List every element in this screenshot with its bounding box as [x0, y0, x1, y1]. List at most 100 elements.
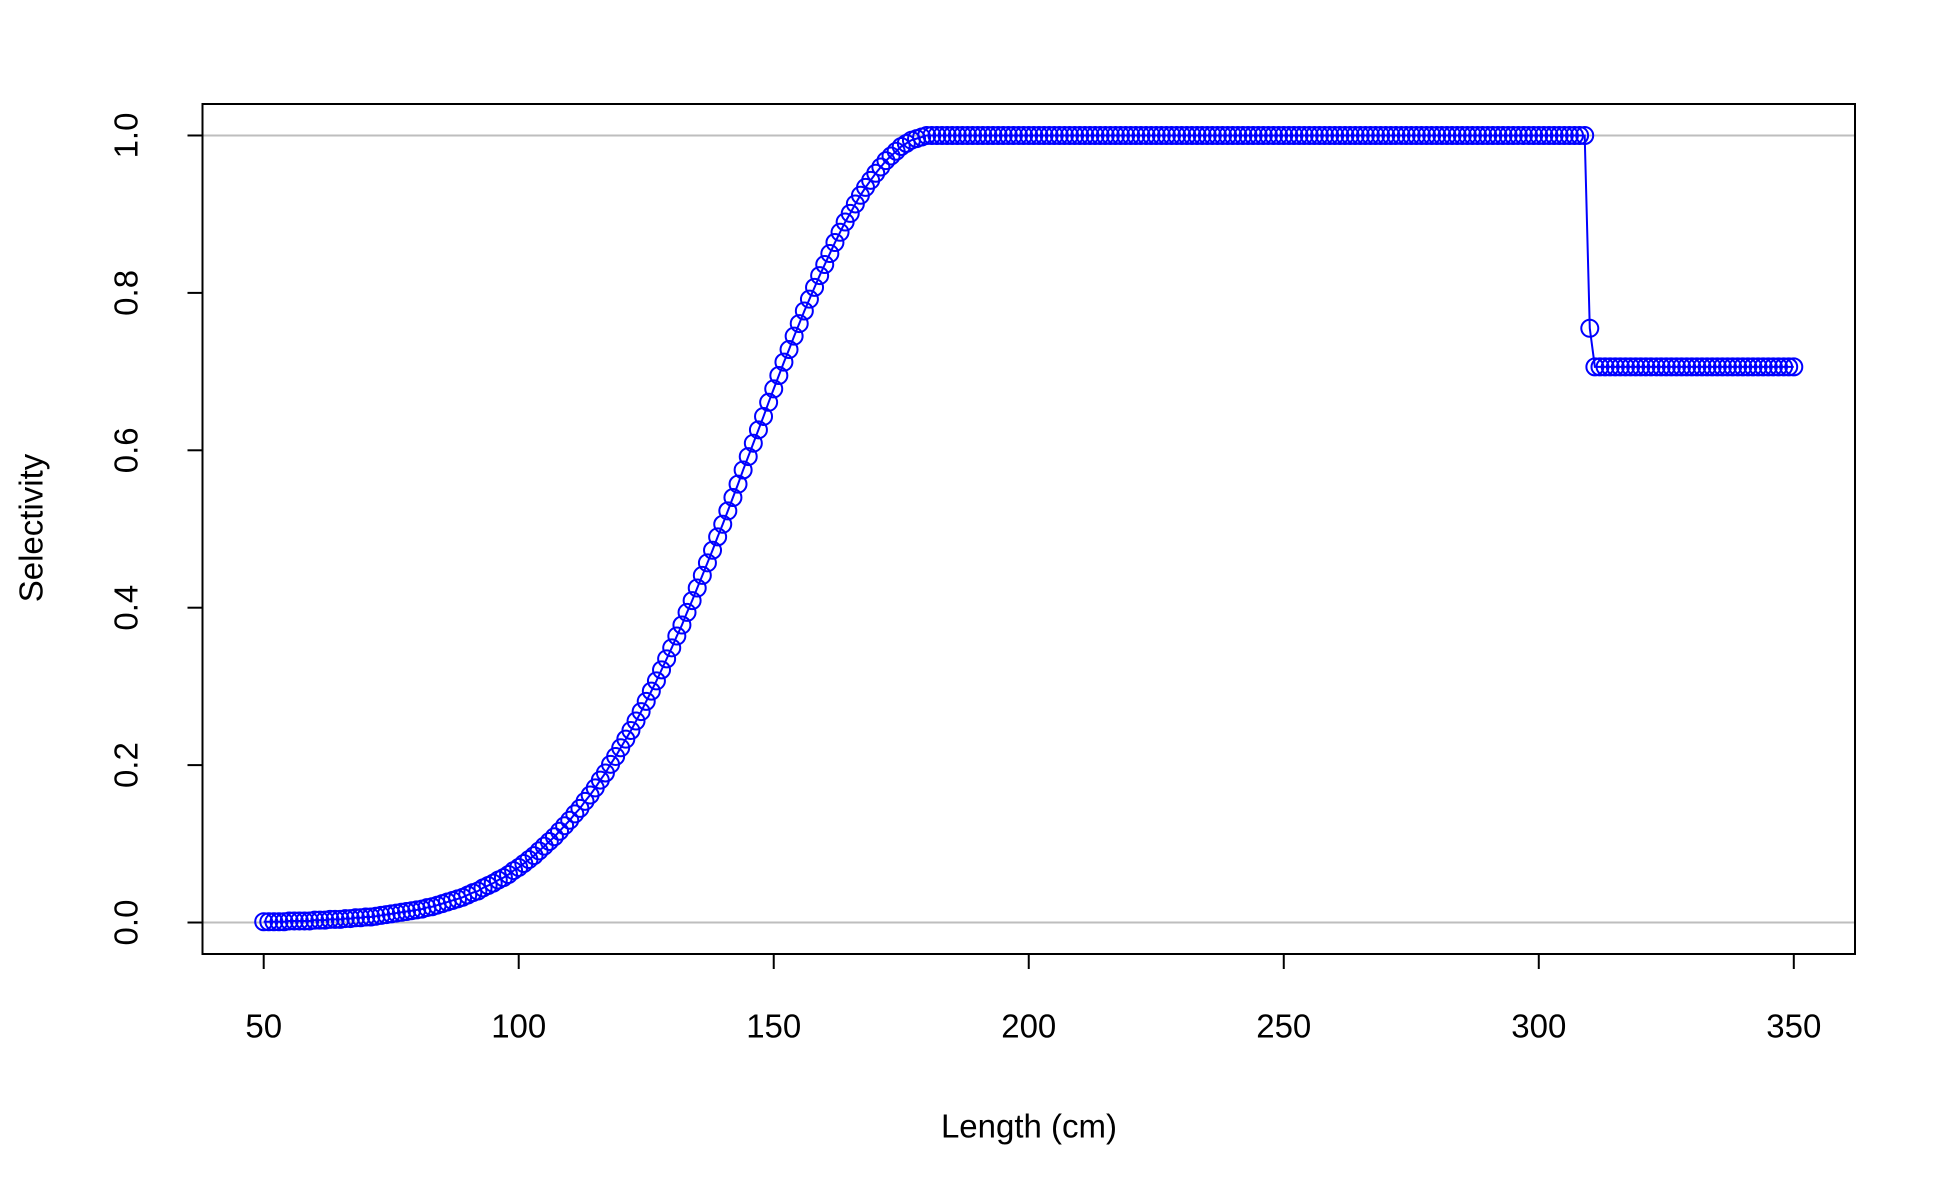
data-point: [998, 125, 1018, 145]
data-point: [1105, 125, 1125, 145]
data-point: [825, 233, 845, 253]
data-point: [784, 326, 804, 346]
data-point: [662, 638, 682, 658]
data-point: [1488, 125, 1508, 145]
data-point: [871, 157, 891, 177]
data-point: [1452, 125, 1472, 145]
data-point: [1707, 357, 1727, 377]
data-point: [1758, 357, 1778, 377]
data-point: [1437, 125, 1457, 145]
x-tick-label: 350: [1766, 1008, 1821, 1045]
data-point: [942, 125, 962, 145]
data-point: [1468, 125, 1488, 145]
data-point: [703, 540, 723, 560]
data-point: [1406, 125, 1426, 145]
data-point: [1656, 357, 1676, 377]
data-point: [1126, 125, 1146, 145]
data-point: [1228, 125, 1248, 145]
data-point: [1768, 357, 1788, 377]
data-point: [708, 527, 728, 547]
data-point: [769, 366, 789, 386]
data-point: [682, 591, 702, 611]
data-point: [279, 911, 299, 931]
data-point: [1733, 357, 1753, 377]
data-point: [1702, 357, 1722, 377]
data-point: [1213, 125, 1233, 145]
y-tick-label: 0.8: [108, 270, 145, 316]
data-point: [738, 447, 758, 467]
data-point: [1345, 125, 1365, 145]
data-point: [1060, 125, 1080, 145]
data-point: [1493, 125, 1513, 145]
data-point: [672, 615, 692, 635]
data-point: [1417, 125, 1437, 145]
data-point: [1269, 125, 1289, 145]
data-point: [346, 908, 366, 928]
data-point: [810, 266, 830, 286]
data-point: [697, 553, 717, 573]
data-point: [1131, 125, 1151, 145]
data-point: [325, 909, 345, 929]
data-point: [534, 836, 554, 856]
data-point: [305, 910, 325, 930]
data-point: [677, 602, 697, 622]
data-point: [1070, 125, 1090, 145]
data-point: [1192, 125, 1212, 145]
data-point: [1748, 357, 1768, 377]
data-point: [1223, 125, 1243, 145]
data-point: [830, 222, 850, 242]
data-point: [1427, 125, 1447, 145]
data-point: [1462, 125, 1482, 145]
data-point: [1539, 125, 1559, 145]
data-point: [1355, 125, 1375, 145]
data-point: [1034, 125, 1054, 145]
data-point: [631, 702, 651, 722]
data-point: [1233, 125, 1253, 145]
data-point: [1687, 357, 1707, 377]
data-point: [1167, 125, 1187, 145]
data-point: [1172, 125, 1192, 145]
data-point: [1156, 125, 1176, 145]
data-point: [1146, 125, 1166, 145]
data-point: [1396, 125, 1416, 145]
data-point: [1100, 125, 1120, 145]
data-point: [937, 125, 957, 145]
data-point: [1054, 125, 1074, 145]
data-point: [565, 804, 585, 824]
data-point: [1784, 357, 1804, 377]
data-point: [723, 488, 743, 508]
data-point: [891, 137, 911, 156]
data-point: [1626, 357, 1646, 377]
data-point: [254, 912, 274, 932]
data-point: [1238, 125, 1258, 145]
data-point: [652, 660, 672, 680]
data-point: [759, 392, 779, 412]
data-point: [1029, 125, 1049, 145]
data-point: [1682, 357, 1702, 377]
data-point: [1712, 357, 1732, 377]
data-point: [1335, 125, 1355, 145]
data-point: [667, 626, 687, 646]
data-point: [866, 163, 886, 183]
data-point: [539, 831, 559, 851]
data-point: [335, 909, 355, 929]
data-point: [1723, 357, 1743, 377]
data-point: [1529, 125, 1549, 145]
data-point: [524, 846, 544, 866]
data-point: [1187, 125, 1207, 145]
data-point: [1401, 125, 1421, 145]
data-point: [733, 460, 753, 480]
data-point: [1564, 125, 1584, 145]
data-point: [1299, 125, 1319, 145]
data-point: [1483, 125, 1503, 145]
data-point: [1600, 357, 1620, 377]
data-point: [1554, 125, 1574, 145]
data-point: [555, 816, 575, 836]
data-point: [1136, 125, 1156, 145]
data-point: [1692, 357, 1712, 377]
data-point: [1009, 125, 1029, 145]
data-point: [1595, 357, 1615, 377]
data-point: [1111, 125, 1131, 145]
data-point: [1202, 125, 1222, 145]
data-point: [692, 565, 712, 585]
